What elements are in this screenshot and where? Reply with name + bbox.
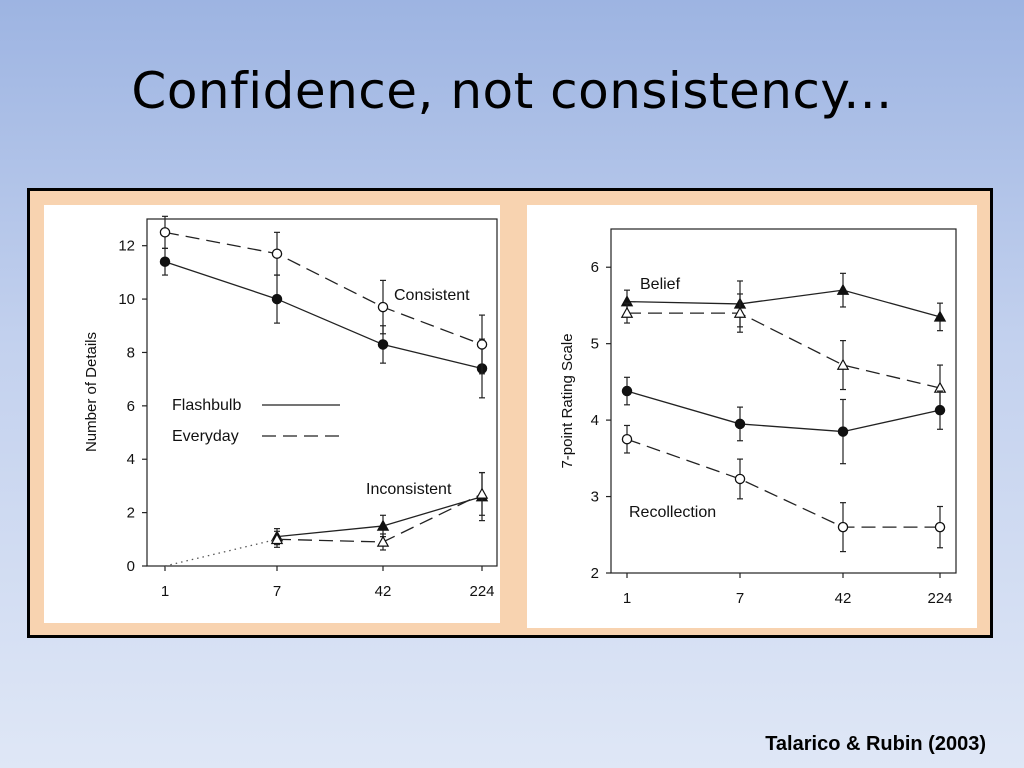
data-point [271,248,283,259]
plot-frame [146,218,498,567]
data-point [376,535,390,547]
y-tick-label: 10 [118,291,135,308]
data-point [621,385,633,397]
data-point [733,306,747,318]
legend-label: Flashbulb [172,397,241,414]
y-tick-label: 8 [127,344,135,361]
y-tick-label: 3 [591,489,599,506]
series-line [627,312,941,389]
y-tick-label: 0 [127,558,135,575]
citation: Talarico & Rubin (2003) [765,733,986,755]
data-point [837,426,849,437]
data-point [271,293,283,305]
data-point [734,418,746,430]
data-point [270,532,284,545]
data-point [836,283,850,295]
x-tick-label: 224 [927,590,952,607]
data-point [159,227,171,238]
data-point [836,358,850,370]
series-annotation: Recollection [629,504,716,521]
x-tick-label: 42 [375,583,392,600]
data-point [620,306,634,318]
y-tick-label: 4 [591,412,599,429]
x-tick-label: 1 [161,583,169,600]
plot-frame [610,228,957,574]
y-tick-label: 12 [118,238,135,255]
x-tick-label: 224 [469,583,494,600]
y-tick-label: 4 [127,451,135,468]
right-chart-panel [527,205,977,628]
data-point [934,521,946,533]
data-point [934,404,946,416]
data-point [476,339,488,350]
data-point [377,301,389,313]
y-tick-label: 6 [591,259,599,276]
legend-label: Everyday [172,428,239,445]
data-point [159,256,171,267]
data-point [475,487,489,499]
series-line [164,231,483,346]
x-tick-label: 1 [623,590,631,607]
y-axis-label: Number of Details [83,332,100,452]
y-tick-label: 5 [591,336,599,353]
slide-title: Confidence, not consistency... [131,62,893,120]
data-point [377,339,389,350]
x-tick-label: 7 [736,590,744,607]
y-tick-label: 6 [127,398,135,415]
data-point [837,521,849,533]
y-tick-label: 2 [127,505,135,522]
x-tick-label: 7 [273,583,281,600]
y-tick-label: 2 [591,565,599,582]
y-axis-label: 7-point Rating Scale [559,333,576,468]
series-line [626,438,940,528]
data-point [621,433,633,445]
data-point [734,473,746,485]
series-annotation: Inconsistent [366,481,452,498]
left-chart-panel [44,205,500,623]
series-line [164,261,483,370]
series-line [626,390,941,433]
x-tick-label: 42 [835,590,852,607]
series-line [626,289,941,318]
series-annotation: Consistent [394,287,470,304]
series-annotation: Belief [640,276,681,293]
data-point [376,519,390,531]
data-point [933,310,947,322]
